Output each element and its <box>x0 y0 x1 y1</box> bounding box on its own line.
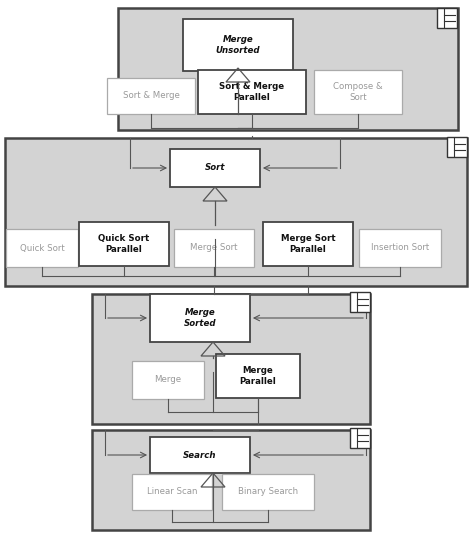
Text: Quick Sort
Parallel: Quick Sort Parallel <box>99 234 150 254</box>
Text: Search: Search <box>183 450 217 460</box>
Bar <box>79 222 169 266</box>
Text: Merge
Parallel: Merge Parallel <box>240 366 276 386</box>
Bar <box>350 292 370 312</box>
Bar <box>350 428 370 448</box>
Text: Merge
Sorted: Merge Sorted <box>184 308 216 328</box>
Text: Binary Search: Binary Search <box>238 487 298 496</box>
Text: Compose &
Sort: Compose & Sort <box>333 82 383 102</box>
Bar <box>107 78 195 114</box>
Bar <box>150 294 250 342</box>
Text: Merge: Merge <box>155 376 182 385</box>
Text: Quick Sort: Quick Sort <box>19 243 64 253</box>
Bar <box>216 354 300 398</box>
Bar <box>174 229 254 267</box>
Bar <box>92 294 370 424</box>
Text: Linear Scan: Linear Scan <box>147 487 197 496</box>
Bar <box>359 229 441 267</box>
Bar <box>118 8 458 130</box>
Text: Merge Sort
Parallel: Merge Sort Parallel <box>281 234 335 254</box>
Bar <box>132 474 212 510</box>
Bar <box>198 70 306 114</box>
Text: Sort & Merge
Parallel: Sort & Merge Parallel <box>219 82 284 102</box>
Bar <box>447 137 467 157</box>
Text: Insertion Sort: Insertion Sort <box>371 243 429 253</box>
Text: Sort: Sort <box>205 164 225 172</box>
Bar <box>437 8 457 28</box>
Bar <box>183 19 293 71</box>
Text: Sort & Merge: Sort & Merge <box>123 91 180 101</box>
Bar <box>92 430 370 530</box>
Text: Merge
Unsorted: Merge Unsorted <box>216 35 260 55</box>
Text: Merge Sort: Merge Sort <box>190 243 238 253</box>
Bar <box>222 474 314 510</box>
Bar <box>170 149 260 187</box>
Bar <box>150 437 250 473</box>
Bar <box>5 138 467 286</box>
Bar <box>314 70 402 114</box>
Bar <box>6 229 78 267</box>
Bar <box>263 222 353 266</box>
Bar <box>132 361 204 399</box>
